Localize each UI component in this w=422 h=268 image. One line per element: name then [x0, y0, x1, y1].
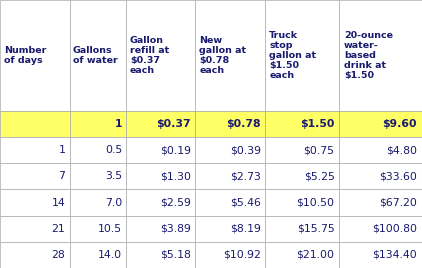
- Bar: [70, 242, 126, 268]
- Text: $3.89: $3.89: [160, 224, 191, 234]
- Bar: [0, 137, 70, 163]
- Text: $5.25: $5.25: [303, 171, 335, 181]
- Text: 3.5: 3.5: [105, 171, 122, 181]
- Bar: [126, 0, 195, 111]
- Bar: [126, 242, 195, 268]
- Bar: [0, 216, 70, 242]
- Bar: [339, 111, 422, 137]
- Text: 10.5: 10.5: [98, 224, 122, 234]
- Bar: [195, 0, 265, 111]
- Bar: [70, 137, 126, 163]
- Bar: [265, 137, 339, 163]
- Bar: [126, 189, 195, 216]
- Text: $9.60: $9.60: [382, 119, 417, 129]
- Text: $0.75: $0.75: [303, 145, 335, 155]
- Text: $0.39: $0.39: [230, 145, 261, 155]
- Text: $1.50: $1.50: [300, 119, 335, 129]
- Bar: [126, 111, 195, 137]
- Bar: [126, 137, 195, 163]
- Text: 1: 1: [115, 119, 122, 129]
- Bar: [339, 242, 422, 268]
- Text: $100.80: $100.80: [372, 224, 417, 234]
- Bar: [195, 111, 265, 137]
- Text: $10.50: $10.50: [297, 198, 335, 207]
- Text: New
gallon at
$0.78
each: New gallon at $0.78 each: [200, 36, 246, 75]
- Bar: [339, 189, 422, 216]
- Bar: [0, 111, 70, 137]
- Bar: [265, 189, 339, 216]
- Text: 14: 14: [51, 198, 65, 207]
- Bar: [126, 163, 195, 189]
- Bar: [195, 216, 265, 242]
- Bar: [265, 216, 339, 242]
- Text: $33.60: $33.60: [379, 171, 417, 181]
- Text: $0.37: $0.37: [157, 119, 191, 129]
- Text: $5.18: $5.18: [160, 250, 191, 260]
- Text: 14.0: 14.0: [98, 250, 122, 260]
- Text: $67.20: $67.20: [379, 198, 417, 207]
- Text: $2.73: $2.73: [230, 171, 261, 181]
- Text: $4.80: $4.80: [386, 145, 417, 155]
- Text: Gallon
refill at
$0.37
each: Gallon refill at $0.37 each: [130, 36, 169, 75]
- Text: Number
of days: Number of days: [4, 46, 46, 65]
- Bar: [0, 242, 70, 268]
- Text: Gallons
of water: Gallons of water: [73, 46, 118, 65]
- Bar: [195, 242, 265, 268]
- Bar: [70, 189, 126, 216]
- Bar: [265, 111, 339, 137]
- Text: $2.59: $2.59: [160, 198, 191, 207]
- Text: $134.40: $134.40: [372, 250, 417, 260]
- Text: $8.19: $8.19: [230, 224, 261, 234]
- Bar: [195, 137, 265, 163]
- Bar: [70, 111, 126, 137]
- Text: $1.30: $1.30: [160, 171, 191, 181]
- Bar: [70, 216, 126, 242]
- Bar: [70, 163, 126, 189]
- Text: $0.19: $0.19: [160, 145, 191, 155]
- Bar: [195, 189, 265, 216]
- Text: 7.0: 7.0: [105, 198, 122, 207]
- Bar: [339, 216, 422, 242]
- Text: Truck
stop
gallon at
$1.50
each: Truck stop gallon at $1.50 each: [269, 31, 316, 80]
- Text: 1: 1: [59, 145, 65, 155]
- Bar: [339, 0, 422, 111]
- Bar: [70, 0, 126, 111]
- Text: $5.46: $5.46: [230, 198, 261, 207]
- Bar: [265, 163, 339, 189]
- Text: 7: 7: [59, 171, 65, 181]
- Bar: [265, 0, 339, 111]
- Text: 21: 21: [51, 224, 65, 234]
- Bar: [126, 216, 195, 242]
- Bar: [0, 163, 70, 189]
- Text: $10.92: $10.92: [223, 250, 261, 260]
- Text: $15.75: $15.75: [297, 224, 335, 234]
- Text: 0.5: 0.5: [105, 145, 122, 155]
- Text: $0.78: $0.78: [226, 119, 261, 129]
- Bar: [0, 0, 70, 111]
- Text: 20-ounce
water-
based
drink at
$1.50: 20-ounce water- based drink at $1.50: [344, 31, 393, 80]
- Bar: [265, 242, 339, 268]
- Bar: [0, 189, 70, 216]
- Text: 28: 28: [51, 250, 65, 260]
- Text: $21.00: $21.00: [297, 250, 335, 260]
- Bar: [195, 163, 265, 189]
- Bar: [339, 163, 422, 189]
- Bar: [339, 137, 422, 163]
